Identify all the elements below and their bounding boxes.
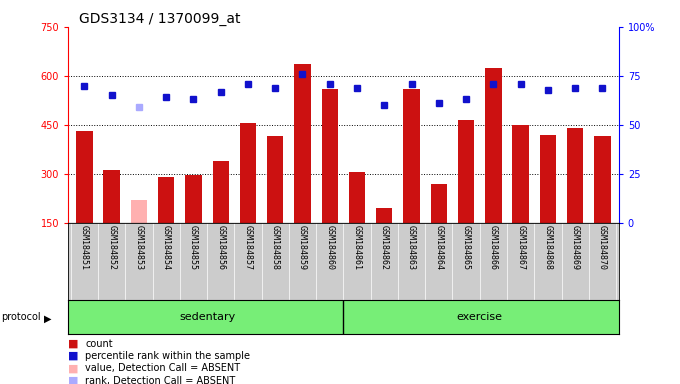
Bar	[403, 89, 420, 223]
Text: GSM184865: GSM184865	[462, 225, 471, 270]
Text: GSM184851: GSM184851	[80, 225, 89, 270]
Text: ■: ■	[68, 351, 78, 361]
Bar	[294, 65, 311, 223]
Bar	[567, 128, 583, 223]
Bar	[185, 175, 201, 223]
Text: GSM184857: GSM184857	[243, 225, 252, 270]
Bar	[540, 135, 556, 223]
Text: GSM184869: GSM184869	[571, 225, 579, 270]
Bar	[76, 131, 92, 223]
Text: GSM184855: GSM184855	[189, 225, 198, 270]
Text: GSM184861: GSM184861	[352, 225, 362, 270]
Text: protocol: protocol	[1, 312, 40, 322]
Text: value, Detection Call = ABSENT: value, Detection Call = ABSENT	[85, 363, 240, 373]
Text: ▶: ▶	[44, 313, 52, 324]
Text: GSM184859: GSM184859	[298, 225, 307, 270]
Text: ■: ■	[68, 339, 78, 349]
Text: sedentary: sedentary	[179, 312, 235, 322]
Bar	[513, 125, 529, 223]
Bar	[131, 200, 147, 223]
Text: GSM184853: GSM184853	[135, 225, 143, 270]
Bar	[158, 177, 174, 223]
Bar	[103, 170, 120, 223]
Text: GSM184854: GSM184854	[162, 225, 171, 270]
Text: ■: ■	[68, 363, 78, 373]
Text: exercise: exercise	[457, 312, 503, 322]
Text: GSM184867: GSM184867	[516, 225, 525, 270]
Text: GSM184852: GSM184852	[107, 225, 116, 270]
Text: GSM184864: GSM184864	[435, 225, 443, 270]
Text: ■: ■	[68, 376, 78, 384]
Text: GDS3134 / 1370099_at: GDS3134 / 1370099_at	[79, 12, 241, 26]
Bar	[486, 68, 502, 223]
Bar	[458, 120, 474, 223]
Bar	[349, 172, 365, 223]
Text: GSM184870: GSM184870	[598, 225, 607, 270]
Text: GSM184860: GSM184860	[325, 225, 335, 270]
Bar	[594, 136, 611, 223]
Text: percentile rank within the sample: percentile rank within the sample	[85, 351, 250, 361]
Text: GSM184866: GSM184866	[489, 225, 498, 270]
Bar	[240, 123, 256, 223]
Text: GSM184858: GSM184858	[271, 225, 279, 270]
Bar	[267, 136, 284, 223]
Bar	[430, 184, 447, 223]
Text: rank, Detection Call = ABSENT: rank, Detection Call = ABSENT	[85, 376, 235, 384]
Text: GSM184868: GSM184868	[543, 225, 552, 270]
Bar	[213, 161, 229, 223]
Text: GSM184863: GSM184863	[407, 225, 416, 270]
Text: GSM184862: GSM184862	[380, 225, 389, 270]
Text: count: count	[85, 339, 113, 349]
Bar	[376, 208, 392, 223]
Text: GSM184856: GSM184856	[216, 225, 225, 270]
Bar	[322, 89, 338, 223]
